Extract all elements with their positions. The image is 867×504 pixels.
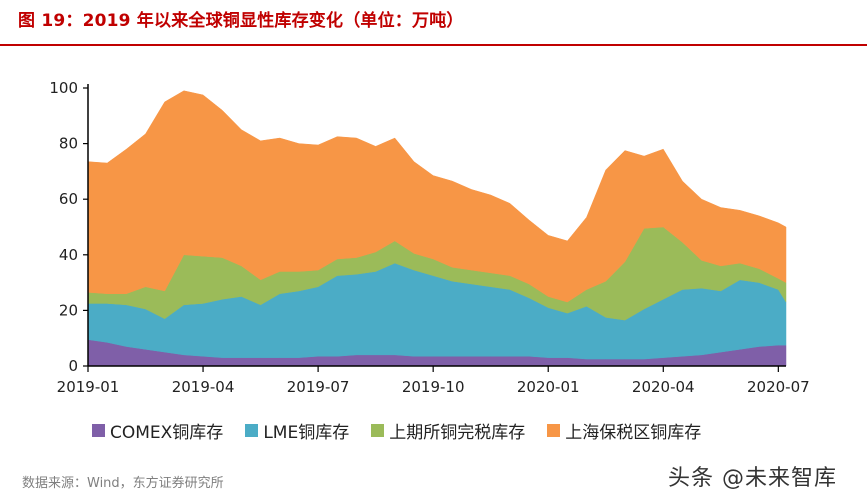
- area-series-3: [87, 90, 787, 303]
- legend-item-bonded: 上海保税区铜库存: [547, 418, 701, 443]
- legend-label-shfe: 上期所铜完税库存: [389, 423, 526, 443]
- legend: COMEX铜库存 LME铜库存 上期所铜完税库存 上海保税区铜库存: [92, 418, 723, 443]
- title-divider: [0, 44, 867, 46]
- legend-swatch-comex: [92, 424, 105, 437]
- x-tick-label-1: 2019-04: [172, 378, 235, 396]
- legend-swatch-shfe: [371, 424, 385, 437]
- x-tick-label-4: 2020-01: [517, 378, 580, 396]
- legend-swatch-lme: [245, 424, 259, 437]
- y-tick-label-4: 80: [59, 135, 78, 153]
- y-tick-label-2: 40: [59, 246, 78, 264]
- legend-label-bonded: 上海保税区铜库存: [565, 423, 702, 443]
- x-tick-label-3: 2019-10: [402, 378, 465, 396]
- legend-swatch-bonded: [547, 424, 561, 437]
- axes: 0 20 40 60 80 100 2019-01 2019-04 2019-07 2019-10…: [49, 79, 809, 396]
- x-tick-label-5: 2020-04: [632, 378, 695, 396]
- x-tick-label-6: 2020-07: [747, 378, 810, 396]
- watermark: 头条 @未来智库: [668, 466, 837, 491]
- legend-item-lme: LME铜库存: [245, 418, 349, 443]
- legend-label-comex: COMEX铜库存: [110, 423, 224, 443]
- y-tick-label-3: 60: [59, 190, 78, 208]
- legend-label-lme: LME铜库存: [263, 423, 350, 443]
- source-note: 数据来源：Wind，东方证券研究所: [22, 476, 224, 491]
- y-tick-label-1: 20: [59, 301, 78, 319]
- x-tick-label-2: 2019-07: [287, 378, 350, 396]
- plot-areas: [87, 90, 787, 367]
- y-tick-label-5: 100: [49, 79, 78, 97]
- x-tick-label-0: 2019-01: [57, 378, 120, 396]
- legend-item-comex: COMEX铜库存: [92, 418, 223, 443]
- legend-item-shfe: 上期所铜完税库存: [371, 418, 525, 443]
- chart-title: 图 19：2019 年以来全球铜显性库存变化（单位：万吨）: [18, 11, 464, 31]
- y-tick-label-0: 0: [68, 357, 78, 375]
